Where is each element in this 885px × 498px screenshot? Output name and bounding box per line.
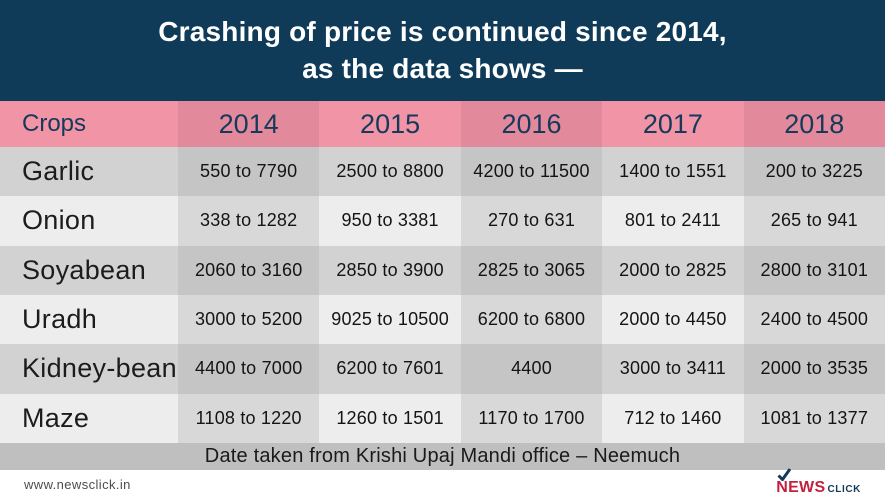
price-range-cell: 3000 to 3411 bbox=[602, 344, 744, 394]
crop-name: Uradh bbox=[0, 294, 178, 345]
column-header-2017: 2017 bbox=[602, 101, 744, 147]
crop-name: Onion bbox=[0, 196, 178, 246]
table-row-onion: Onion 338 to 1282 950 to 3381 270 to 631… bbox=[0, 196, 885, 246]
column-header-2018: 2018 bbox=[743, 101, 885, 147]
column-header-2016: 2016 bbox=[460, 101, 603, 147]
table-body: Garlic 550 to 7790 2500 to 8800 4200 to … bbox=[0, 147, 885, 443]
table-row-garlic: Garlic 550 to 7790 2500 to 8800 4200 to … bbox=[0, 147, 885, 197]
price-range-cell: 2000 to 4450 bbox=[602, 294, 744, 345]
price-range-cell: 4400 to 7000 bbox=[178, 344, 320, 394]
title-band: Crashing of price is continued since 201… bbox=[0, 0, 885, 101]
price-range-cell: 6200 to 6800 bbox=[460, 294, 603, 345]
source-note: Date taken from Krishi Upaj Mandi office… bbox=[0, 443, 885, 470]
price-range-cell: 4400 bbox=[460, 344, 603, 394]
table-row-uradh: Uradh 3000 to 5200 9025 to 10500 6200 to… bbox=[0, 294, 885, 345]
price-range-cell: 1170 to 1700 bbox=[460, 393, 603, 443]
table-row-maze: Maze 1108 to 1220 1260 to 1501 1170 to 1… bbox=[0, 393, 885, 443]
price-range-cell: 2000 to 2825 bbox=[602, 245, 744, 295]
table-row-soyabean: Soyabean 2060 to 3160 2850 to 3900 2825 … bbox=[0, 245, 885, 295]
price-range-cell: 2000 to 3535 bbox=[743, 344, 885, 394]
price-range-cell: 2850 to 3900 bbox=[319, 245, 461, 295]
price-range-cell: 270 to 631 bbox=[460, 196, 603, 246]
newsclick-logo: NEWS CLICK bbox=[776, 468, 861, 497]
crop-name: Soyabean bbox=[0, 245, 178, 295]
table-row-kidney-bean: Kidney-bean 4400 to 7000 6200 to 7601 44… bbox=[0, 344, 885, 394]
price-range-cell: 1260 to 1501 bbox=[319, 393, 461, 443]
price-range-cell: 712 to 1460 bbox=[602, 393, 744, 443]
price-range-cell: 2060 to 3160 bbox=[178, 245, 320, 295]
price-range-cell: 2400 to 4500 bbox=[743, 294, 885, 345]
price-range-cell: 200 to 3225 bbox=[743, 147, 885, 197]
price-range-cell: 6200 to 7601 bbox=[319, 344, 461, 394]
crop-name: Maze bbox=[0, 393, 178, 443]
logo-text-news: NEWS bbox=[776, 479, 826, 496]
price-range-cell: 1108 to 1220 bbox=[178, 393, 320, 443]
crop-name: Garlic bbox=[0, 147, 178, 197]
price-range-cell: 3000 to 5200 bbox=[178, 294, 320, 345]
price-range-cell: 1081 to 1377 bbox=[743, 393, 885, 443]
bottom-strip: www.newsclick.in NEWS CLICK bbox=[0, 468, 885, 498]
price-range-cell: 4200 to 11500 bbox=[460, 147, 603, 197]
table-header-row: Crops 2014 2015 2016 2017 2018 bbox=[0, 101, 885, 147]
title-line-1: Crashing of price is continued since 201… bbox=[158, 15, 727, 47]
price-range-cell: 1400 to 1551 bbox=[602, 147, 744, 197]
column-header-2014: 2014 bbox=[178, 101, 320, 147]
newsclick-check-icon bbox=[777, 468, 792, 481]
logo-text-click: CLICK bbox=[827, 484, 861, 495]
website-url: www.newsclick.in bbox=[24, 476, 131, 492]
price-range-cell: 2800 to 3101 bbox=[743, 245, 885, 295]
column-header-2015: 2015 bbox=[319, 101, 461, 147]
price-range-cell: 2825 to 3065 bbox=[460, 245, 603, 295]
column-header-crops: Crops bbox=[0, 101, 178, 147]
price-range-cell: 265 to 941 bbox=[743, 196, 885, 246]
price-range-cell: 550 to 7790 bbox=[178, 147, 320, 197]
price-range-cell: 801 to 2411 bbox=[602, 196, 744, 246]
price-range-cell: 2500 to 8800 bbox=[319, 147, 461, 197]
crop-name: Kidney-bean bbox=[0, 344, 178, 394]
price-range-cell: 950 to 3381 bbox=[319, 196, 461, 246]
title-line-2: as the data shows — bbox=[302, 52, 583, 84]
price-range-cell: 338 to 1282 bbox=[178, 196, 320, 246]
price-range-cell: 9025 to 10500 bbox=[319, 294, 461, 345]
page-title: Crashing of price is continued since 201… bbox=[158, 14, 727, 88]
